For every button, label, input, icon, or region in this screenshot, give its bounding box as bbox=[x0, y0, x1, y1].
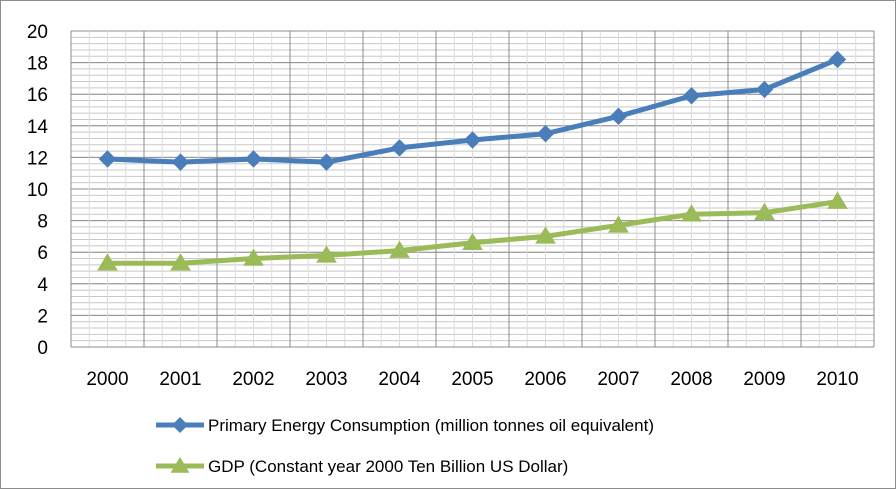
data-point-diamond bbox=[98, 150, 117, 168]
x-tick-label: 2003 bbox=[305, 369, 347, 390]
x-tick-label: 2002 bbox=[232, 369, 274, 390]
data-point-diamond bbox=[828, 50, 847, 69]
y-tick-label: 2 bbox=[37, 306, 48, 327]
legend-label-1: GDP (Constant year 2000 Ten Billion US D… bbox=[208, 457, 568, 476]
y-tick-label: 6 bbox=[37, 243, 48, 264]
y-tick-label: 12 bbox=[27, 148, 48, 169]
grid bbox=[70, 30, 875, 348]
y-tick-label: 10 bbox=[27, 180, 48, 201]
data-point-triangle bbox=[681, 204, 702, 222]
y-tick-label: 14 bbox=[27, 117, 49, 138]
data-point-triangle bbox=[535, 226, 556, 244]
x-tick-label: 2008 bbox=[670, 369, 712, 390]
data-point-diamond bbox=[609, 107, 628, 126]
y-tick-label: 4 bbox=[37, 275, 48, 296]
legend-entry-1: GDP (Constant year 2000 Ten Billion US D… bbox=[156, 457, 568, 476]
data-point-diamond bbox=[244, 150, 263, 168]
x-tick-label: 2010 bbox=[816, 369, 858, 390]
data-point-triangle bbox=[97, 253, 118, 271]
data-point-diamond bbox=[171, 153, 190, 171]
x-tick-label: 2009 bbox=[743, 369, 785, 390]
data-point-triangle bbox=[462, 232, 483, 250]
x-tick-label: 2005 bbox=[451, 369, 493, 390]
data-point-triangle bbox=[316, 245, 337, 263]
data-point-diamond bbox=[682, 87, 701, 105]
data-point-triangle bbox=[827, 191, 848, 209]
y-tick-label: 16 bbox=[27, 85, 48, 106]
data-point-triangle bbox=[389, 240, 410, 258]
data-point-diamond bbox=[390, 139, 409, 157]
x-tick-label: 2006 bbox=[524, 369, 566, 390]
x-tick-label: 2004 bbox=[378, 369, 421, 390]
legend-entry-0: Primary Energy Consumption (million tonn… bbox=[156, 416, 654, 435]
y-tick-label: 18 bbox=[27, 54, 48, 75]
legend-marker-triangle bbox=[170, 457, 190, 473]
data-point-triangle bbox=[608, 215, 629, 233]
data-point-triangle bbox=[754, 202, 775, 220]
y-tick-label: 20 bbox=[27, 22, 48, 43]
x-axis-ticks: 2000 2001 2002 2003 2004 2005 2006 2007 2008 2009… bbox=[86, 369, 858, 390]
data-point-diamond bbox=[463, 131, 482, 149]
data-point-diamond bbox=[317, 153, 336, 171]
x-tick-label: 2007 bbox=[597, 369, 639, 390]
x-tick-label: 2000 bbox=[86, 369, 128, 390]
y-tick-label: 0 bbox=[37, 338, 48, 359]
data-point-triangle bbox=[243, 248, 264, 266]
legend-marker-diamond bbox=[172, 417, 188, 433]
x-tick-label: 2001 bbox=[159, 369, 201, 390]
legend: Primary Energy Consumption (million tonn… bbox=[156, 416, 654, 476]
data-point-triangle bbox=[170, 253, 191, 271]
data-point-diamond bbox=[536, 124, 555, 143]
y-axis-ticks: 0 2 4 6 8 10 12 14 16 18 20 bbox=[27, 22, 49, 359]
legend-label-0: Primary Energy Consumption (million tonn… bbox=[208, 416, 654, 435]
y-tick-label: 8 bbox=[37, 212, 48, 233]
data-point-diamond bbox=[755, 80, 774, 99]
series-group bbox=[97, 50, 848, 271]
